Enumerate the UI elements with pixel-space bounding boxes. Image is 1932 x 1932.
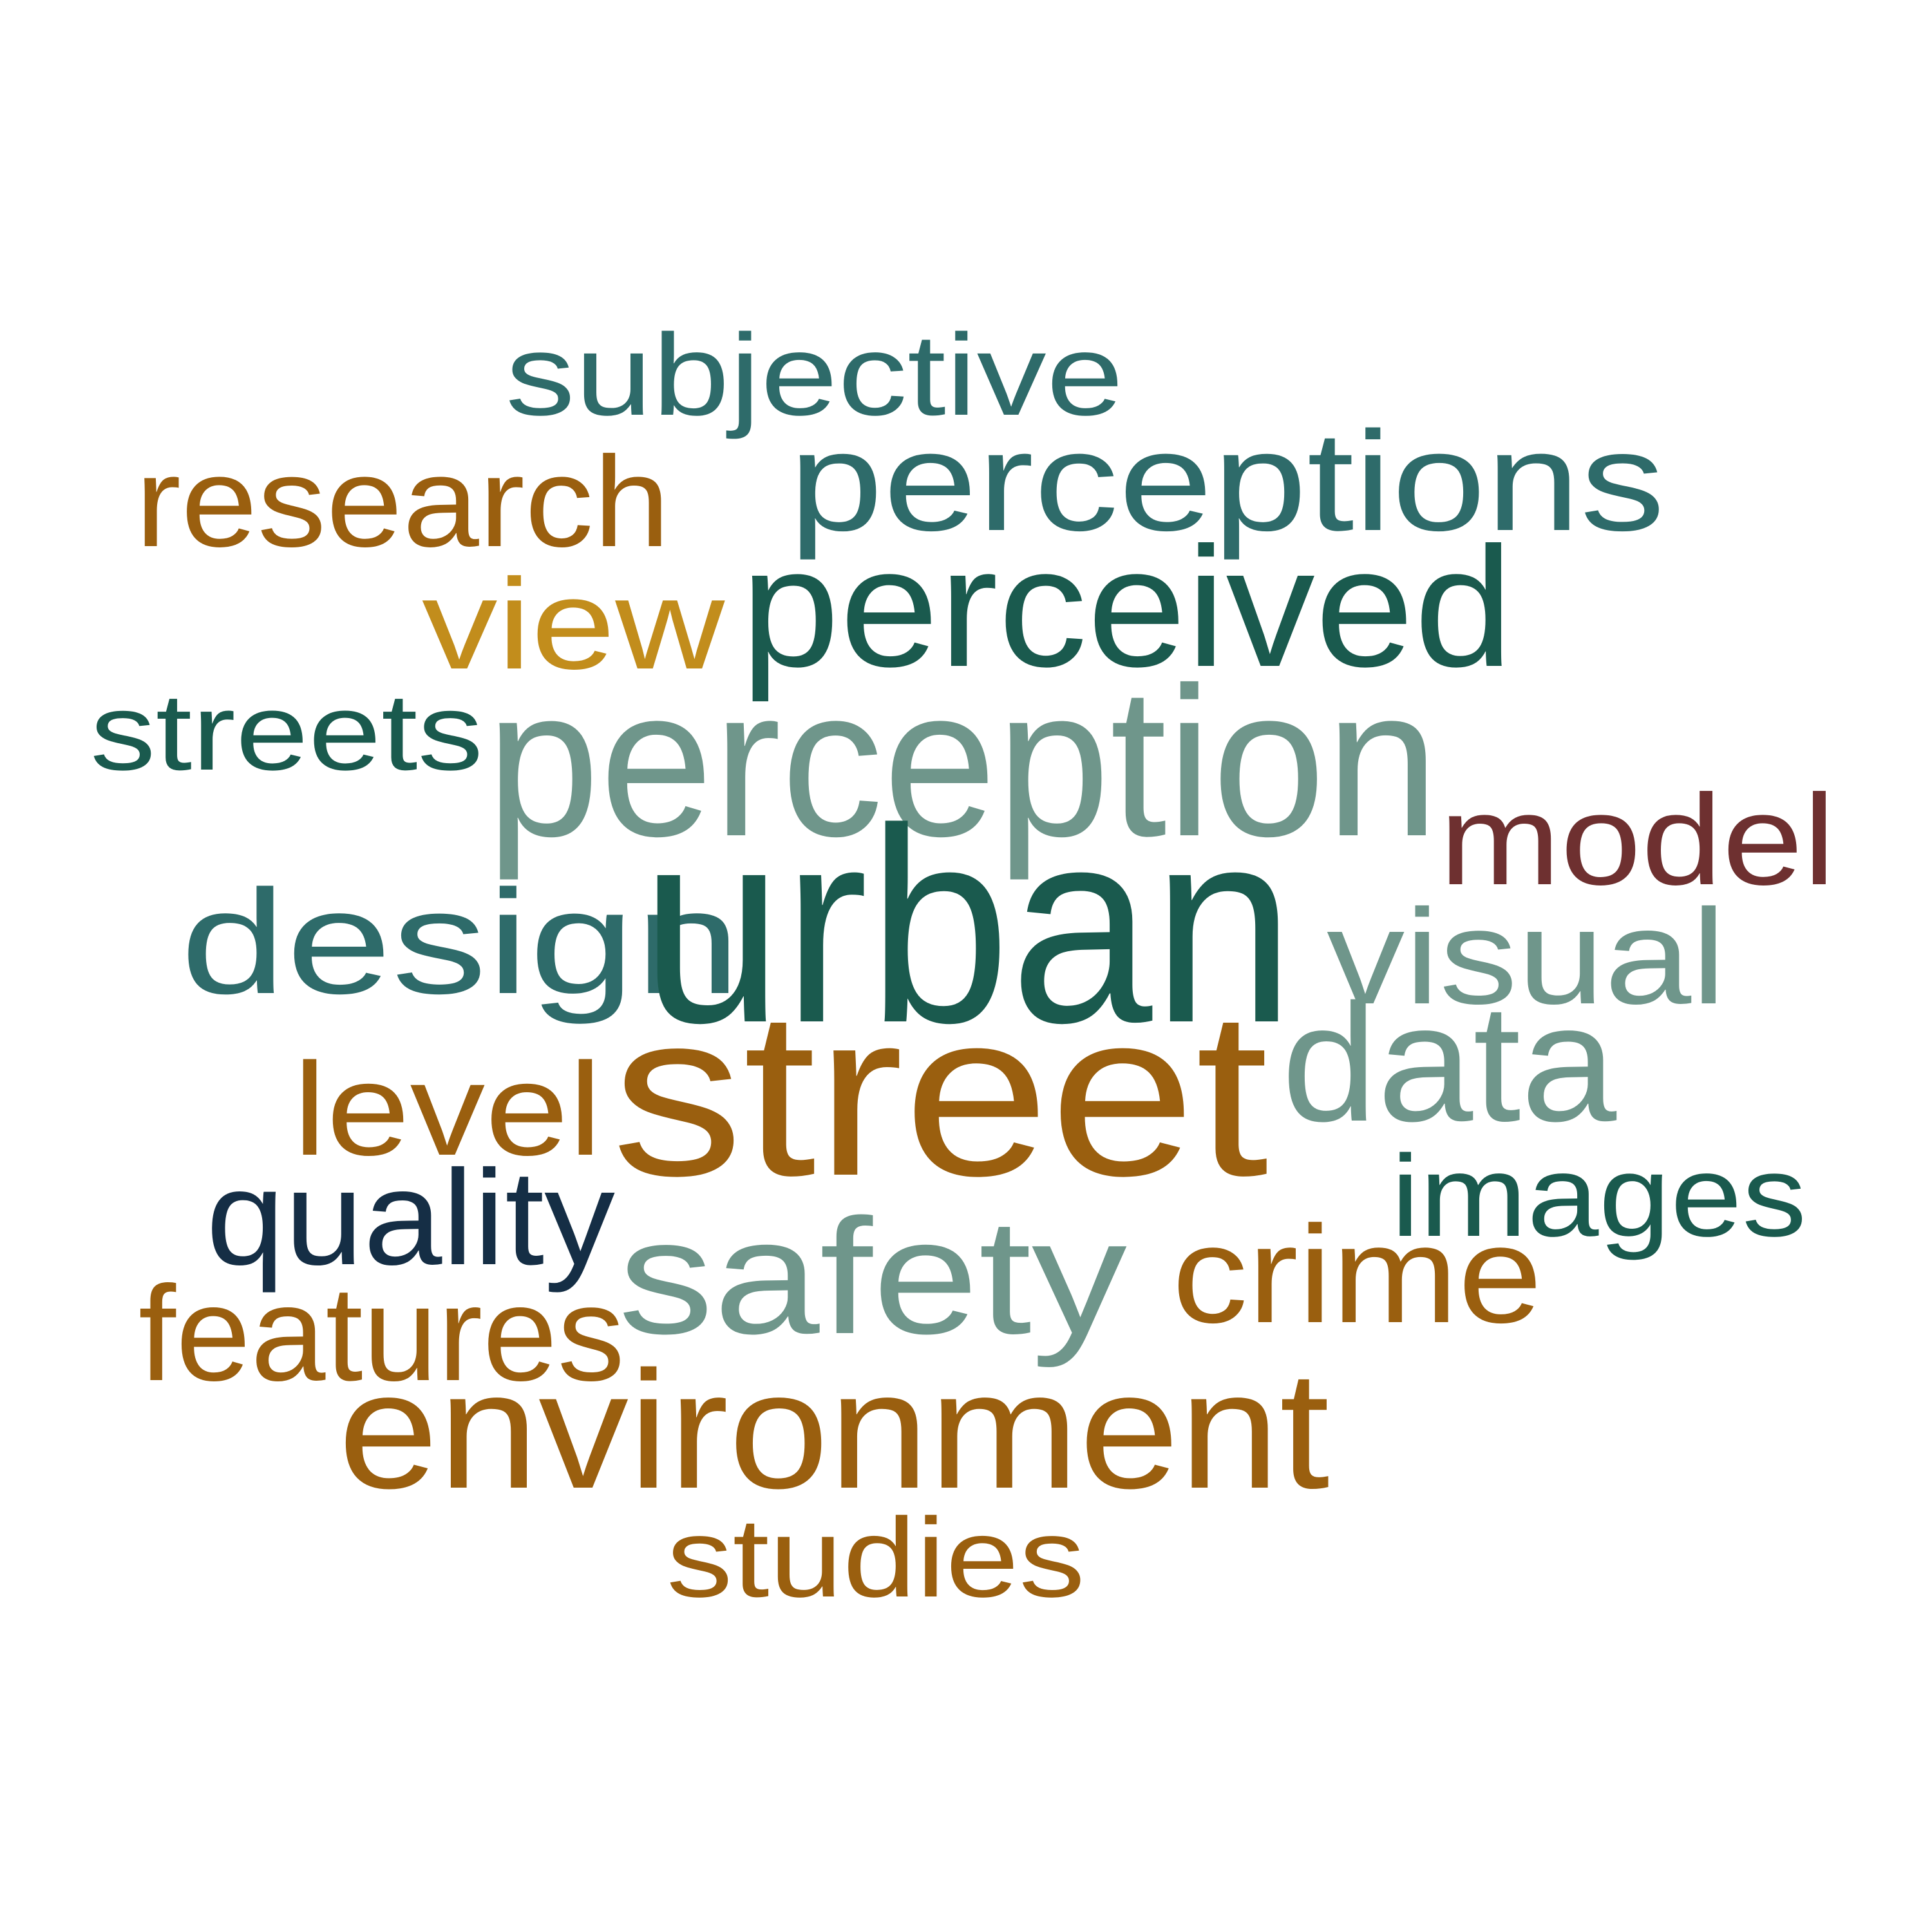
word-model: model: [1439, 768, 1836, 912]
word-safety: safety: [618, 1185, 1127, 1368]
word-visual: visual: [1327, 881, 1727, 1032]
word-streets: streets: [90, 671, 484, 793]
word-view: view: [422, 553, 725, 696]
word-quality: quality: [206, 1142, 615, 1293]
word-features: features: [138, 1258, 625, 1409]
word-studies: studies: [667, 1495, 1085, 1621]
word-images: images: [1391, 1132, 1807, 1261]
word-design: design: [180, 859, 741, 1025]
word-urban: urban: [641, 772, 1295, 1081]
word-perceived: perceived: [741, 512, 1513, 703]
word-street: street: [612, 963, 1269, 1225]
word-crime: crime: [1172, 1197, 1542, 1352]
word-perception: perception: [486, 643, 1439, 880]
word-level: level: [293, 1036, 602, 1183]
word-data: data: [1282, 970, 1617, 1157]
word-subjective: subjective: [506, 310, 1124, 440]
word-research: research: [135, 430, 670, 574]
word-environment: environment: [338, 1337, 1330, 1524]
word-perceptions: perceptions: [789, 402, 1665, 560]
